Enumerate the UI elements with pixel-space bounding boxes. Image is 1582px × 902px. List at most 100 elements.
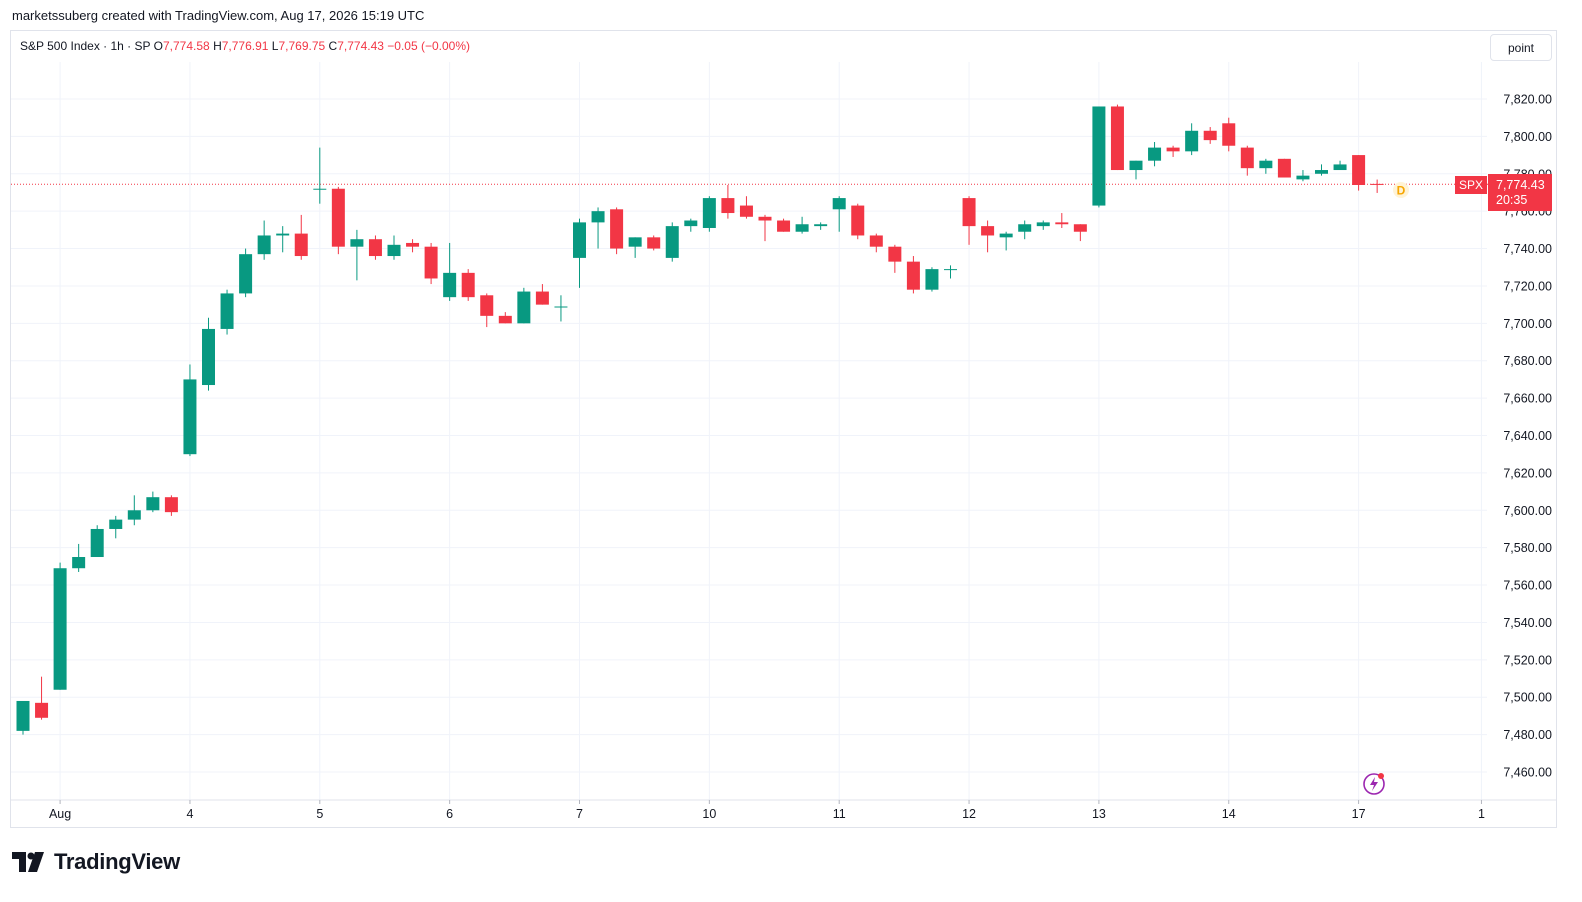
candle-body bbox=[869, 235, 883, 247]
candle-body bbox=[239, 254, 253, 294]
time-tick-label: 7 bbox=[576, 807, 583, 821]
candle-body bbox=[257, 235, 271, 255]
candle-body bbox=[109, 519, 123, 529]
candle-body bbox=[962, 198, 976, 227]
chart-frame[interactable] bbox=[10, 30, 1557, 828]
candle-body bbox=[832, 198, 846, 210]
dividend-marker[interactable]: D bbox=[1393, 182, 1409, 198]
candle-body bbox=[164, 497, 178, 513]
price-tick-label: 7,640.00 bbox=[1503, 429, 1552, 443]
candle-body bbox=[183, 379, 197, 455]
candle-body bbox=[944, 269, 957, 271]
legend-close-key: C bbox=[328, 39, 338, 53]
candle-body bbox=[888, 246, 902, 262]
legend-close: 7,774.43 bbox=[337, 39, 384, 53]
candle-body bbox=[1110, 106, 1124, 171]
time-tick-label: 11 bbox=[833, 807, 846, 821]
price-tick-label: 7,700.00 bbox=[1503, 317, 1552, 331]
scale-mode-button[interactable]: point bbox=[1490, 34, 1552, 61]
price-tick-label: 7,540.00 bbox=[1503, 616, 1552, 630]
candle-body bbox=[665, 226, 679, 258]
price-tick-label: 7,820.00 bbox=[1503, 93, 1552, 107]
price-tick-label: 7,560.00 bbox=[1503, 579, 1552, 593]
event-icon[interactable] bbox=[1363, 773, 1385, 795]
candle-body bbox=[814, 224, 828, 227]
price-tick-label: 7,500.00 bbox=[1503, 691, 1552, 705]
candle-body bbox=[1073, 224, 1087, 232]
candle-body bbox=[1055, 222, 1069, 225]
legend-low-key: L bbox=[271, 39, 279, 53]
candle-body bbox=[72, 557, 86, 569]
time-tick-label: 4 bbox=[186, 807, 193, 821]
candle-body bbox=[1166, 147, 1180, 152]
time-tick-label: 12 bbox=[962, 807, 976, 821]
candle-body bbox=[331, 188, 345, 247]
candle-body bbox=[202, 328, 215, 386]
candle-body bbox=[480, 295, 494, 316]
candle-body bbox=[628, 237, 642, 247]
candle-body bbox=[573, 222, 586, 258]
candle-body bbox=[1129, 160, 1143, 171]
candle-body bbox=[368, 239, 382, 257]
candle-body bbox=[35, 702, 49, 718]
legend-high-key: H bbox=[213, 39, 222, 53]
price-tag-ticker-box bbox=[1455, 176, 1487, 194]
candle-body bbox=[1148, 147, 1162, 161]
time-axis[interactable]: Aug 4 5 6 7 10 11 12 13 14 17 1 bbox=[11, 799, 1556, 821]
candle-body bbox=[795, 224, 809, 232]
candle-body bbox=[777, 220, 791, 232]
time-tick-label: 17 bbox=[1352, 807, 1366, 821]
candle-body bbox=[981, 226, 995, 236]
legend-low: 7,769.75 bbox=[278, 39, 326, 53]
ohlc-legend: S&P 500 Index · 1h · SP O7,774.58 H7,776… bbox=[20, 39, 470, 53]
candle-body bbox=[350, 239, 364, 247]
candle-body bbox=[1018, 224, 1032, 232]
dividend-marker-label: D bbox=[1397, 184, 1406, 198]
price-tag: SPX 7,774.43 20:35 bbox=[1455, 174, 1552, 211]
legend-open: 7,774.58 bbox=[163, 39, 210, 53]
time-tick-label: 6 bbox=[446, 807, 453, 821]
price-tick-label: 7,620.00 bbox=[1503, 466, 1552, 480]
candle-body bbox=[1315, 170, 1328, 174]
candle-body bbox=[1222, 123, 1236, 146]
candle-body bbox=[424, 246, 438, 279]
time-tick-label: 1 bbox=[1478, 807, 1485, 821]
candle-body bbox=[925, 269, 939, 290]
legend-open-key: O bbox=[153, 39, 163, 53]
time-tick-label: Aug bbox=[49, 807, 71, 821]
time-tick-label: 14 bbox=[1222, 807, 1236, 821]
candle-body bbox=[1092, 106, 1106, 206]
legend-symbol: S&P 500 Index · 1h · SP bbox=[20, 39, 151, 53]
price-tick-label: 7,480.00 bbox=[1503, 728, 1552, 742]
price-tick-label: 7,800.00 bbox=[1503, 130, 1552, 144]
candle-body bbox=[739, 205, 753, 217]
candle-body bbox=[647, 237, 661, 249]
tradingview-logo[interactable]: TradingView bbox=[12, 848, 180, 876]
candle-body bbox=[1240, 147, 1254, 169]
price-tag-value: 7,774.43 bbox=[1496, 178, 1545, 192]
candle-body bbox=[127, 510, 141, 520]
candle-body bbox=[535, 291, 549, 305]
price-tick-label: 7,660.00 bbox=[1503, 392, 1552, 406]
candle-body bbox=[90, 528, 104, 558]
candle-body bbox=[1352, 155, 1366, 185]
candle-body bbox=[498, 315, 512, 324]
candle-body bbox=[684, 220, 698, 227]
price-tick-label: 7,460.00 bbox=[1503, 766, 1552, 780]
dividend-marker-circle bbox=[1393, 182, 1409, 198]
candle-body bbox=[387, 244, 401, 257]
candle-body bbox=[1185, 130, 1199, 152]
candle-body bbox=[554, 306, 568, 308]
candles bbox=[16, 104, 1384, 735]
price-axis[interactable]: 7,460.00 7,480.00 7,500.00 7,520.00 7,540.00… bbox=[1503, 93, 1552, 780]
candle-body bbox=[461, 272, 475, 298]
price-tick-label: 7,740.00 bbox=[1503, 242, 1552, 256]
candle-body bbox=[16, 700, 30, 731]
legend-change: −0.05 (−0.00%) bbox=[387, 39, 471, 53]
candle-body bbox=[851, 205, 865, 236]
candle-body bbox=[1296, 175, 1310, 180]
chart-credit: marketssuberg created with TradingView.c… bbox=[12, 8, 425, 23]
price-tag-box bbox=[1488, 174, 1552, 211]
candle-body bbox=[1259, 160, 1273, 169]
